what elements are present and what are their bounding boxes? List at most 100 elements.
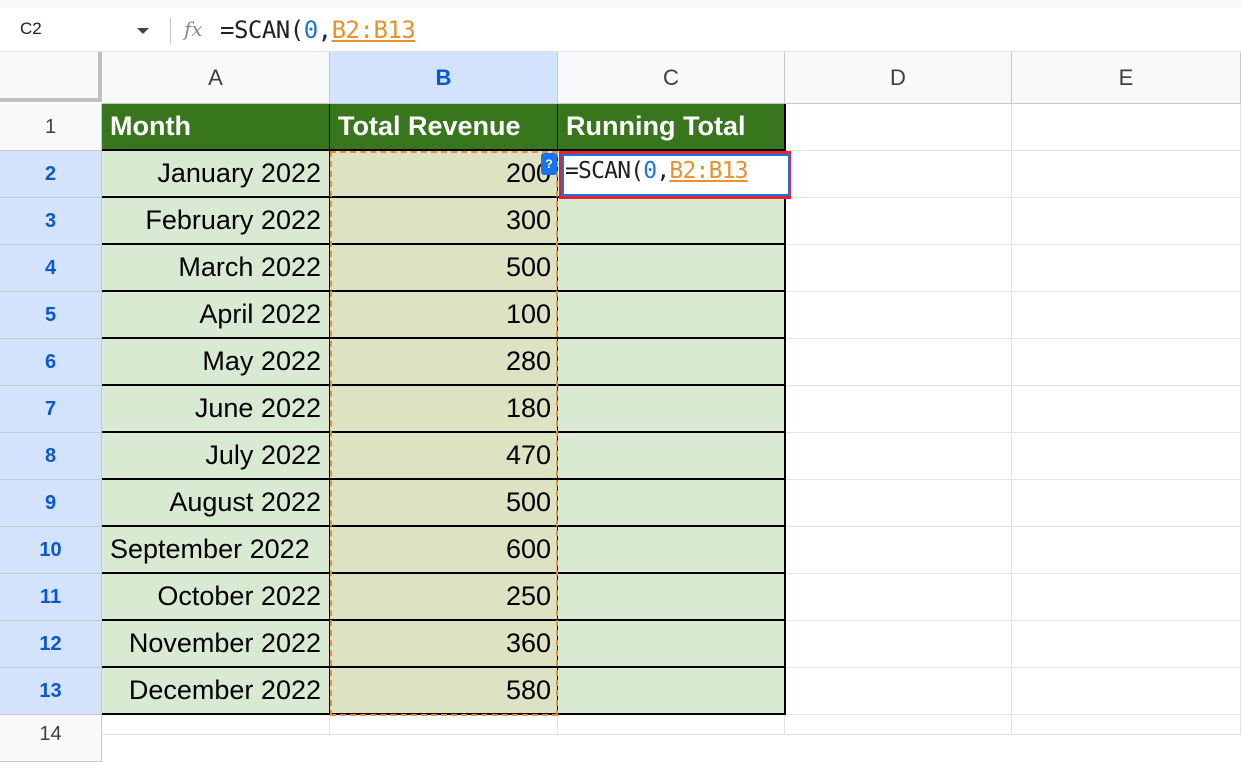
empty-cell-e[interactable] [1012,574,1241,621]
empty-cell-d[interactable] [785,104,1012,151]
empty-cell-e[interactable] [1012,386,1241,433]
revenue-cell[interactable]: 500 [330,245,559,292]
empty-cell-e[interactable] [1012,198,1241,245]
empty-cell-a[interactable] [102,715,330,735]
row-header-7[interactable]: 7 [0,386,102,433]
revenue-cell[interactable]: 360 [330,621,559,668]
formula-arg-number: 0 [643,158,657,184]
month-cell[interactable]: June 2022 [102,386,331,433]
column-header-b[interactable]: B [330,52,558,104]
empty-cell-e[interactable] [1012,527,1241,574]
header-cell-month[interactable]: Month [102,104,331,151]
formula-help-icon[interactable]: ? [541,153,557,175]
revenue-cell[interactable]: 200 [330,151,559,198]
empty-cell-d[interactable] [785,151,1012,198]
empty-cell-b[interactable] [330,715,558,735]
row-header-13[interactable]: 13 [0,668,102,715]
running-total-cell[interactable] [558,668,786,715]
empty-cell-c[interactable] [558,715,785,735]
empty-cell-e[interactable] [1012,339,1241,386]
revenue-cell[interactable]: 600 [330,527,559,574]
empty-cell-d[interactable] [785,574,1012,621]
revenue-cell[interactable]: 280 [330,339,559,386]
column-header-d[interactable]: D [785,52,1012,104]
header-cell-running-total[interactable]: Running Total [558,104,786,151]
month-cell[interactable]: November 2022 [102,621,331,668]
running-total-cell[interactable] [558,480,786,527]
empty-cell-e[interactable] [1012,480,1241,527]
empty-cell-e[interactable] [1012,245,1241,292]
header-cell-total-revenue[interactable]: Total Revenue [330,104,559,151]
running-total-cell[interactable] [558,574,786,621]
running-total-cell[interactable] [558,386,786,433]
empty-cell-d[interactable] [785,198,1012,245]
empty-cell-e[interactable] [1012,668,1241,715]
row-header-14[interactable]: 14 [0,715,102,762]
formula-arg-number: 0 [303,16,318,44]
row-header-1[interactable]: 1 [0,104,102,151]
row-header-2[interactable]: 2 [0,151,102,198]
column-header-a[interactable]: A [102,52,330,104]
empty-cell-e[interactable] [1012,104,1241,151]
row-header-11[interactable]: 11 [0,574,102,621]
cell-editor-formula[interactable]: =SCAN(0,B2:B13 [565,158,749,184]
empty-cell-e[interactable] [1012,433,1241,480]
running-total-cell[interactable] [558,339,786,386]
column-header-e[interactable]: E [1012,52,1241,104]
formula-arg-range: B2:B13 [669,158,748,184]
month-cell[interactable]: September 2022 [102,527,331,574]
month-cell[interactable]: March 2022 [102,245,331,292]
empty-cell-e[interactable] [1012,292,1241,339]
month-cell[interactable]: April 2022 [102,292,331,339]
empty-cell-d[interactable] [785,339,1012,386]
empty-cell-d[interactable] [785,668,1012,715]
row-header-8[interactable]: 8 [0,433,102,480]
empty-cell-d[interactable] [785,245,1012,292]
empty-cell-e[interactable] [1012,621,1241,668]
empty-cell-d[interactable] [785,527,1012,574]
cell-editor[interactable] [562,154,790,196]
revenue-cell[interactable]: 500 [330,480,559,527]
month-cell[interactable]: January 2022 [102,151,331,198]
revenue-cell[interactable]: 250 [330,574,559,621]
month-cell[interactable]: July 2022 [102,433,331,480]
month-cell[interactable]: May 2022 [102,339,331,386]
month-cell[interactable]: February 2022 [102,198,331,245]
running-total-cell[interactable] [558,527,786,574]
revenue-cell[interactable]: 470 [330,433,559,480]
empty-cell-d[interactable] [785,433,1012,480]
empty-cell-d[interactable] [785,386,1012,433]
formula-input[interactable]: =SCAN(0,B2:B13 [220,16,416,44]
revenue-cell[interactable]: 100 [330,292,559,339]
row-header-5[interactable]: 5 [0,292,102,339]
month-cell[interactable]: December 2022 [102,668,331,715]
running-total-cell[interactable] [558,245,786,292]
row-header-3[interactable]: 3 [0,198,102,245]
row-header-4[interactable]: 4 [0,245,102,292]
empty-cell-d[interactable] [785,480,1012,527]
row-header-10[interactable]: 10 [0,527,102,574]
month-cell[interactable]: October 2022 [102,574,331,621]
month-cell[interactable]: August 2022 [102,480,331,527]
running-total-cell[interactable] [558,433,786,480]
row-header-12[interactable]: 12 [0,621,102,668]
name-box-dropdown-icon[interactable] [137,28,149,34]
row-header-6[interactable]: 6 [0,339,102,386]
revenue-cell[interactable]: 580 [330,668,559,715]
row-header-9[interactable]: 9 [0,480,102,527]
empty-cell-d[interactable] [785,715,1012,735]
running-total-cell[interactable] [558,198,786,245]
name-box[interactable]: C2 [20,19,42,38]
revenue-cell[interactable]: 300 [330,198,559,245]
running-total-cell[interactable] [558,621,786,668]
formula-comma: , [317,16,332,44]
revenue-cell[interactable]: 180 [330,386,559,433]
running-total-cell[interactable] [558,292,786,339]
empty-cell-e[interactable] [1012,151,1241,198]
formula-arg-range: B2:B13 [331,16,416,44]
select-all-corner[interactable] [0,52,102,102]
column-header-c[interactable]: C [558,52,785,104]
empty-cell-d[interactable] [785,292,1012,339]
empty-cell-d[interactable] [785,621,1012,668]
empty-cell-e[interactable] [1012,715,1241,735]
